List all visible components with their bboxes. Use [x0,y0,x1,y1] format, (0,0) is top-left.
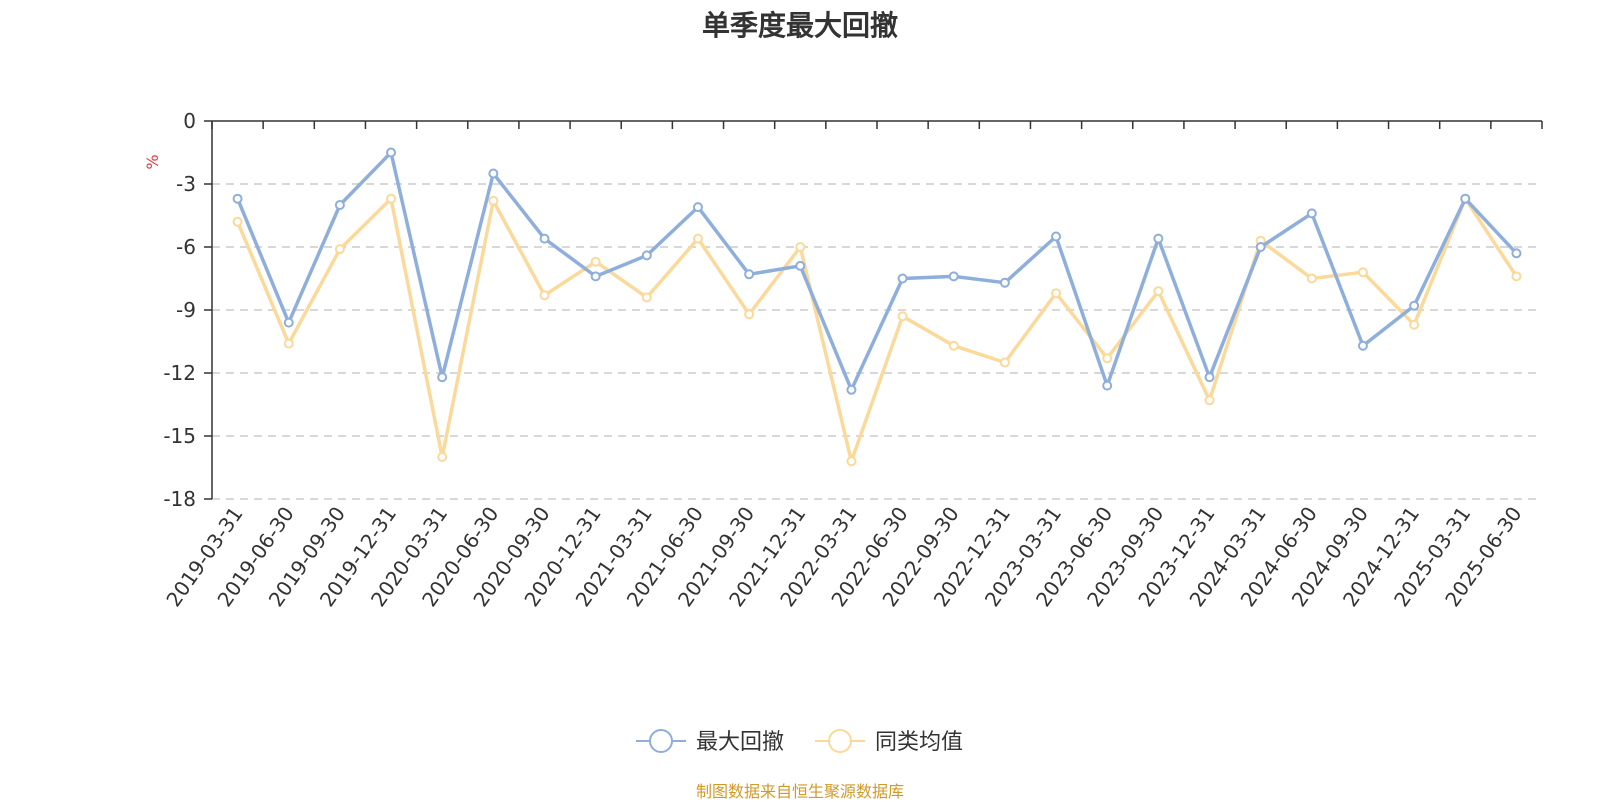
legend-label: 最大回撤 [696,730,784,755]
data-point [1102,380,1113,391]
legend-label: 同类均值 [875,730,963,755]
series-0 [232,147,1522,395]
data-point [437,452,448,462]
data-point [1153,286,1164,297]
legend[interactable]: 最大回撤 同类均值 [636,729,963,755]
data-point [590,256,601,267]
grid-lines [212,183,1542,500]
data-point [1102,353,1113,364]
data-point [948,340,959,351]
data-point [846,384,857,395]
y-tick-label: -18 [163,487,196,511]
data-point [641,250,652,261]
data-point [897,311,908,322]
data-point [386,193,397,204]
y-tick-label: 0 [183,109,196,133]
data-source-note: 制图数据来自恒生聚源数据库 [695,782,904,801]
data-point [1204,395,1215,406]
data-point [999,357,1010,368]
data-point [795,260,806,271]
series-1 [232,193,1522,467]
y-tick-label: -15 [163,424,196,448]
data-point [232,216,243,227]
data-point [641,292,652,303]
data-point [590,271,601,282]
y-tick-label: -9 [176,298,196,322]
data-point [948,271,959,282]
data-point [1409,300,1420,311]
chart-title: 单季度最大回撤 [701,9,898,42]
data-point [334,200,345,210]
data-point [1409,319,1420,330]
data-point [1357,267,1368,278]
series-lines [232,147,1522,467]
legend-marker [828,729,852,753]
data-point [692,202,703,213]
data-point [744,269,755,280]
data-point [744,309,755,320]
data-point [334,244,345,255]
data-point [386,147,397,158]
series-line [235,196,1518,463]
data-point [1153,233,1164,244]
data-point [1357,340,1368,351]
data-point [539,233,550,244]
data-point [539,290,550,301]
y-axis-label: % [143,154,162,169]
data-point [283,338,294,349]
data-point [1255,242,1266,252]
y-tick-label: -6 [176,235,196,259]
data-point [897,273,908,284]
data-point [1204,372,1215,383]
data-point [1306,273,1317,284]
legend-marker [649,729,673,753]
data-point [795,242,806,252]
data-point [1306,208,1317,219]
data-point [1051,231,1062,242]
data-point [437,372,448,383]
data-point [999,277,1010,288]
data-point [283,317,294,328]
data-point [1511,248,1522,259]
legend-item[interactable]: 同类均值 [815,729,963,755]
data-point [1511,271,1522,282]
y-tick-label: -12 [163,361,196,385]
legend-item[interactable]: 最大回撤 [636,729,784,755]
data-point [488,195,499,206]
data-point [1051,288,1062,299]
data-point [692,233,703,244]
data-point [846,456,857,467]
data-point [1460,193,1471,204]
y-tick-label: -3 [176,172,196,196]
series-line [235,150,1518,392]
data-point [232,193,243,204]
data-point [488,168,499,179]
